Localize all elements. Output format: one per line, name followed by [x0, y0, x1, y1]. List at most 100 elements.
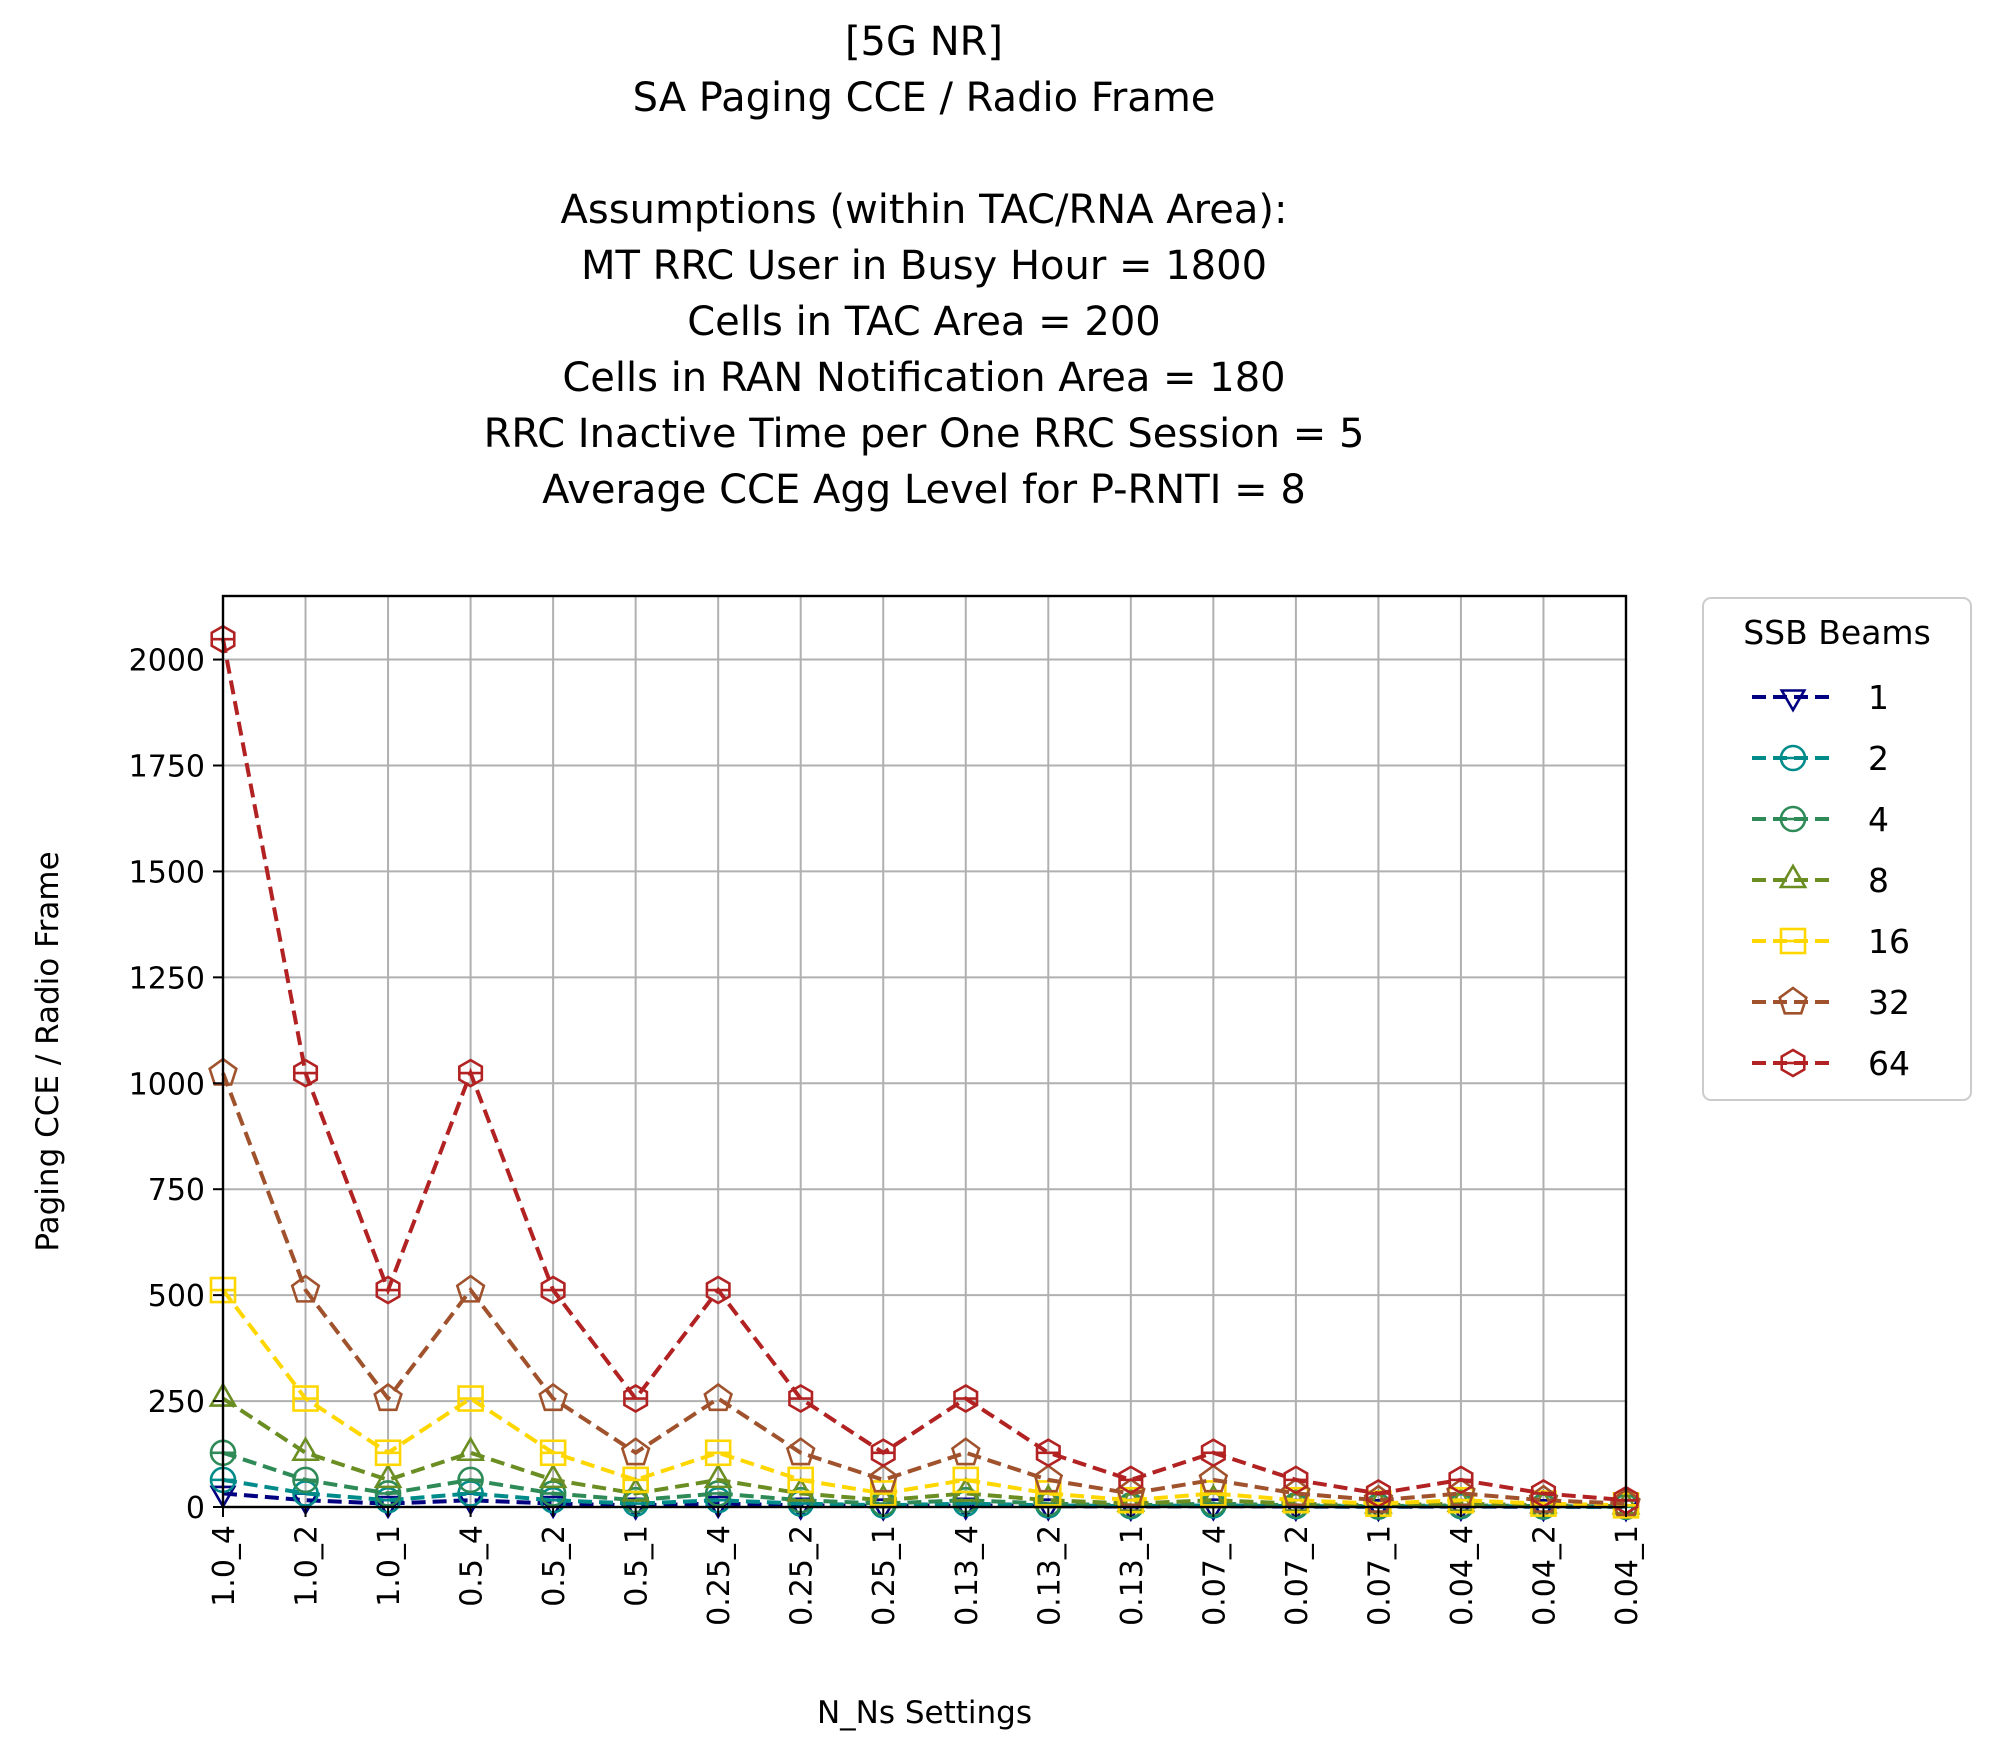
data-point	[1034, 1498, 1062, 1522]
x-tick-label: 0.25_4	[702, 1525, 737, 1626]
series-16	[209, 1276, 1640, 1519]
y-tick-label: 1500	[129, 855, 205, 890]
legend-label: 8	[1868, 861, 1889, 900]
title-line: MT RRC User in Busy Hour = 1800	[581, 243, 1267, 289]
data-point	[953, 1384, 979, 1414]
data-point	[1364, 1498, 1392, 1523]
data-point	[292, 1058, 319, 1088]
series-64	[210, 624, 1639, 1515]
data-point	[455, 1274, 486, 1303]
data-point	[373, 1382, 403, 1412]
x-axis-label: N_Ns Settings	[817, 1695, 1032, 1731]
data-point	[1448, 1465, 1474, 1495]
data-point	[290, 1274, 321, 1303]
y-tick-label: 250	[148, 1385, 205, 1420]
data-point	[538, 1463, 568, 1489]
data-point	[786, 1476, 816, 1502]
x-tick-label: 0.13_1	[1115, 1525, 1150, 1626]
data-point	[620, 1437, 651, 1466]
data-point	[1118, 1465, 1144, 1495]
data-point	[291, 1436, 320, 1462]
x-tick-label: 0.04_1	[1610, 1525, 1645, 1626]
legend-label: 16	[1868, 922, 1910, 961]
data-point	[538, 1382, 568, 1412]
series-line	[221, 1396, 1627, 1509]
series-line	[222, 1450, 1627, 1509]
title-line: RRC Inactive Time per One RRC Session = …	[484, 411, 1365, 457]
legend-item-2[interactable]: 2	[1752, 739, 1889, 778]
data-point	[1529, 1498, 1557, 1523]
legend-item-16[interactable]: 16	[1752, 922, 1910, 961]
x-tick-label: 0.25_2	[785, 1525, 820, 1626]
data-point	[1198, 1464, 1229, 1493]
plot-frame	[221, 594, 1628, 1509]
data-point	[870, 1438, 896, 1468]
series-8	[208, 1381, 1641, 1515]
data-point	[456, 1436, 485, 1462]
legend[interactable]: SSB Beams 1 2 4 8 16 32 64	[1702, 597, 1972, 1101]
data-point	[951, 1476, 981, 1502]
y-tick-label: 1000	[129, 1067, 205, 1102]
chart-title: [5G NR] SA Paging CCE / Radio Frame Assump…	[484, 19, 1365, 513]
legend-marker	[1778, 986, 1808, 1015]
series-layer	[208, 624, 1641, 1523]
data-point	[705, 1275, 731, 1305]
y-tick-label: 1750	[129, 749, 205, 784]
x-tick-label: 0.13_2	[1032, 1525, 1067, 1626]
title-line: [5G NR]	[845, 19, 1003, 65]
y-tick-label: 750	[148, 1173, 205, 1208]
axis-ticks: 0 250 500 750 1000 1250 1500 1750 2000 1.0_4 1.0_2…	[129, 644, 1645, 1626]
data-point	[703, 1382, 734, 1412]
x-tick-label: 0.04_4	[1445, 1525, 1480, 1626]
y-tick-label: 500	[148, 1279, 205, 1314]
data-point	[788, 1384, 814, 1414]
data-point	[1035, 1438, 1061, 1468]
legend-item-4[interactable]: 4	[1752, 800, 1889, 839]
title-line: Cells in TAC Area = 200	[687, 299, 1160, 345]
series-line	[221, 1288, 1627, 1508]
x-tick-label: 1.0_4	[207, 1525, 242, 1607]
data-point	[373, 1463, 403, 1489]
legend-label: 2	[1868, 739, 1889, 778]
legend-item-1[interactable]: 1	[1752, 678, 1889, 717]
data-point	[787, 1497, 815, 1521]
x-tick-label: 1.0_1	[372, 1525, 407, 1607]
legend-label: 32	[1868, 983, 1910, 1022]
legend-item-64[interactable]: 64	[1752, 1044, 1910, 1083]
y-tick-label: 0	[186, 1491, 205, 1526]
legend-marker	[1779, 689, 1807, 713]
x-tick-label: 0.5_2	[537, 1525, 572, 1607]
series-line	[221, 1072, 1627, 1506]
title-line: Cells in RAN Notification Area = 180	[562, 355, 1285, 401]
legend-item-32[interactable]: 32	[1752, 983, 1910, 1022]
data-point	[950, 1437, 981, 1466]
legend-label: 1	[1868, 678, 1889, 717]
x-tick-label: 0.5_4	[455, 1525, 490, 1607]
x-tick-label: 0.04_2	[1527, 1525, 1562, 1626]
data-point	[375, 1275, 401, 1305]
x-tick-label: 0.25_1	[867, 1525, 902, 1626]
x-tick-label: 0.5_1	[620, 1525, 655, 1607]
legend-marker	[1780, 1048, 1806, 1078]
data-point	[868, 1464, 899, 1493]
x-tick-label: 1.0_2	[290, 1525, 325, 1607]
y-tick-label: 1250	[129, 961, 205, 996]
data-point	[1033, 1464, 1064, 1493]
title-line: Average CCE Agg Level for P-RNTI = 8	[542, 467, 1306, 513]
grid	[222, 596, 1627, 1508]
series-2	[209, 1466, 1640, 1521]
data-point	[540, 1275, 566, 1305]
y-tick-label: 2000	[129, 644, 205, 679]
series-line	[221, 638, 1627, 1503]
data-point	[785, 1437, 816, 1466]
title-line: SA Paging CCE / Radio Frame	[633, 75, 1216, 121]
series-line	[222, 1477, 1627, 1509]
data-point	[621, 1476, 651, 1502]
legend-box	[1702, 597, 1972, 1101]
legend-item-8[interactable]: 8	[1752, 861, 1889, 900]
series-32	[208, 1057, 1641, 1517]
data-point	[458, 1058, 484, 1088]
title-line: Assumptions (within TAC/RNA Area):	[561, 187, 1288, 233]
y-axis-label: Paging CCE / Radio Frame	[30, 851, 66, 1251]
